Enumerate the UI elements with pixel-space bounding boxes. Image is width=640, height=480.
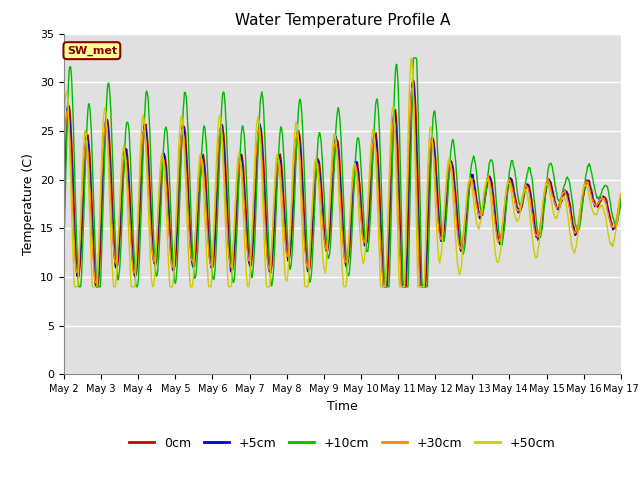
+10cm [76,284,83,289]
+30cm [444,174,451,180]
+5cm [118,191,125,196]
+5cm [409,78,417,84]
Legend: 0cm, +5cm, +10cm, +30cm, +50cm: 0cm, +5cm, +10cm, +30cm, +50cm [124,432,561,455]
+50cm [60,124,68,130]
0cm [93,284,100,289]
+5cm [444,178,451,183]
+5cm [506,176,513,181]
+50cm [118,165,125,170]
0cm [495,238,503,244]
+10cm [444,199,451,204]
+10cm [617,198,625,204]
0cm [617,199,625,205]
+5cm [306,258,314,264]
+50cm [506,180,513,186]
Y-axis label: Temperature (C): Temperature (C) [22,153,35,255]
+30cm [408,85,416,91]
+10cm [118,233,125,239]
0cm [410,77,417,83]
+10cm [410,55,417,61]
+50cm [408,56,415,61]
+50cm [444,164,451,169]
+50cm [306,254,314,260]
Title: Water Temperature Profile A: Water Temperature Profile A [235,13,450,28]
+10cm [286,264,294,270]
+5cm [93,284,100,289]
X-axis label: Time: Time [327,400,358,413]
+30cm [60,156,68,161]
Text: SW_met: SW_met [67,46,117,56]
+30cm [381,284,388,289]
+10cm [306,279,314,285]
+10cm [495,232,503,238]
+50cm [617,191,625,197]
+30cm [617,192,625,197]
0cm [118,207,125,213]
Line: +50cm: +50cm [64,59,621,287]
Line: +10cm: +10cm [64,58,621,287]
+50cm [286,240,294,246]
0cm [444,190,451,196]
+30cm [117,190,125,196]
+30cm [495,237,503,242]
Line: +5cm: +5cm [64,81,621,287]
+5cm [617,195,625,201]
+30cm [285,244,293,250]
0cm [60,199,68,205]
Line: 0cm: 0cm [64,80,621,287]
+5cm [60,172,68,178]
+5cm [286,249,294,254]
+30cm [305,255,313,261]
0cm [506,180,513,185]
0cm [286,254,294,260]
+30cm [506,176,513,182]
0cm [306,266,314,272]
+50cm [495,256,503,262]
+10cm [60,243,68,249]
+5cm [495,239,503,244]
+50cm [71,284,79,289]
Line: +30cm: +30cm [64,88,621,287]
+10cm [506,169,513,175]
